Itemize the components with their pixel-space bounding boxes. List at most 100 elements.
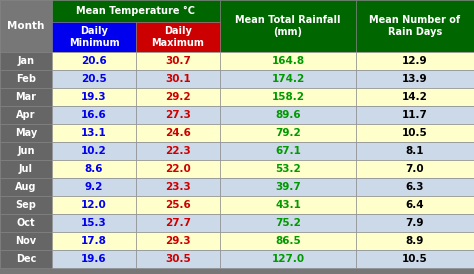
- Text: 7.0: 7.0: [406, 164, 424, 174]
- Bar: [356, 88, 474, 106]
- Bar: [356, 232, 474, 250]
- Bar: [136, 232, 220, 250]
- Bar: [136, 124, 220, 142]
- Text: 20.5: 20.5: [81, 74, 107, 84]
- Bar: [136, 214, 220, 232]
- Bar: [220, 70, 356, 88]
- Bar: [136, 22, 220, 52]
- Text: 12.0: 12.0: [81, 200, 107, 210]
- Bar: [0, 214, 52, 232]
- Text: 30.7: 30.7: [165, 56, 191, 66]
- Bar: [220, 196, 356, 214]
- Bar: [220, 124, 356, 142]
- Bar: [136, 106, 220, 124]
- Text: Mar: Mar: [16, 92, 36, 102]
- Text: 22.0: 22.0: [165, 164, 191, 174]
- Bar: [52, 250, 136, 268]
- Text: 30.5: 30.5: [165, 254, 191, 264]
- Text: 86.5: 86.5: [275, 236, 301, 246]
- Bar: [0, 106, 52, 124]
- Text: 9.2: 9.2: [85, 182, 103, 192]
- Text: 6.3: 6.3: [406, 182, 424, 192]
- Text: Daily
Minimum: Daily Minimum: [69, 26, 119, 48]
- Bar: [52, 178, 136, 196]
- Text: 67.1: 67.1: [275, 146, 301, 156]
- Bar: [52, 0, 220, 22]
- Bar: [356, 0, 474, 52]
- Text: 19.6: 19.6: [81, 254, 107, 264]
- Text: 8.1: 8.1: [406, 146, 424, 156]
- Bar: [356, 250, 474, 268]
- Text: Jun: Jun: [17, 146, 35, 156]
- Text: 6.4: 6.4: [406, 200, 424, 210]
- Text: 13.9: 13.9: [402, 74, 428, 84]
- Text: 29.2: 29.2: [165, 92, 191, 102]
- Bar: [136, 250, 220, 268]
- Bar: [52, 124, 136, 142]
- Bar: [356, 70, 474, 88]
- Bar: [220, 106, 356, 124]
- Text: 174.2: 174.2: [272, 74, 305, 84]
- Bar: [220, 232, 356, 250]
- Text: 127.0: 127.0: [272, 254, 305, 264]
- Bar: [0, 124, 52, 142]
- Bar: [52, 70, 136, 88]
- Bar: [52, 160, 136, 178]
- Bar: [52, 232, 136, 250]
- Text: 7.9: 7.9: [406, 218, 424, 228]
- Bar: [0, 52, 52, 70]
- Bar: [356, 160, 474, 178]
- Bar: [52, 106, 136, 124]
- Text: 39.7: 39.7: [275, 182, 301, 192]
- Text: 15.3: 15.3: [81, 218, 107, 228]
- Text: Daily
Maximum: Daily Maximum: [152, 26, 204, 48]
- Text: Feb: Feb: [16, 74, 36, 84]
- Bar: [220, 88, 356, 106]
- Bar: [136, 88, 220, 106]
- Text: 27.3: 27.3: [165, 110, 191, 120]
- Bar: [136, 142, 220, 160]
- Text: Apr: Apr: [16, 110, 36, 120]
- Bar: [52, 88, 136, 106]
- Bar: [136, 196, 220, 214]
- Bar: [0, 160, 52, 178]
- Text: Mean Temperature °C: Mean Temperature °C: [76, 6, 195, 16]
- Bar: [52, 22, 136, 52]
- Text: 8.6: 8.6: [85, 164, 103, 174]
- Text: 27.7: 27.7: [165, 218, 191, 228]
- Bar: [356, 106, 474, 124]
- Text: 75.2: 75.2: [275, 218, 301, 228]
- Text: Month: Month: [7, 21, 45, 31]
- Text: Jan: Jan: [18, 56, 35, 66]
- Bar: [220, 178, 356, 196]
- Text: 10.5: 10.5: [402, 128, 428, 138]
- Bar: [0, 88, 52, 106]
- Bar: [356, 52, 474, 70]
- Text: 79.2: 79.2: [275, 128, 301, 138]
- Text: Aug: Aug: [15, 182, 37, 192]
- Bar: [52, 52, 136, 70]
- Bar: [220, 214, 356, 232]
- Bar: [0, 178, 52, 196]
- Bar: [356, 196, 474, 214]
- Text: 17.8: 17.8: [81, 236, 107, 246]
- Bar: [220, 142, 356, 160]
- Text: 14.2: 14.2: [402, 92, 428, 102]
- Bar: [0, 196, 52, 214]
- Text: 29.3: 29.3: [165, 236, 191, 246]
- Text: Mean Number of
Rain Days: Mean Number of Rain Days: [369, 15, 461, 37]
- Text: 10.5: 10.5: [402, 254, 428, 264]
- Bar: [52, 196, 136, 214]
- Text: Oct: Oct: [17, 218, 35, 228]
- Bar: [220, 250, 356, 268]
- Text: 12.9: 12.9: [402, 56, 428, 66]
- Text: 22.3: 22.3: [165, 146, 191, 156]
- Bar: [220, 52, 356, 70]
- Bar: [136, 52, 220, 70]
- Text: Nov: Nov: [16, 236, 36, 246]
- Text: Dec: Dec: [16, 254, 36, 264]
- Bar: [0, 232, 52, 250]
- Bar: [52, 142, 136, 160]
- Text: 23.3: 23.3: [165, 182, 191, 192]
- Bar: [0, 142, 52, 160]
